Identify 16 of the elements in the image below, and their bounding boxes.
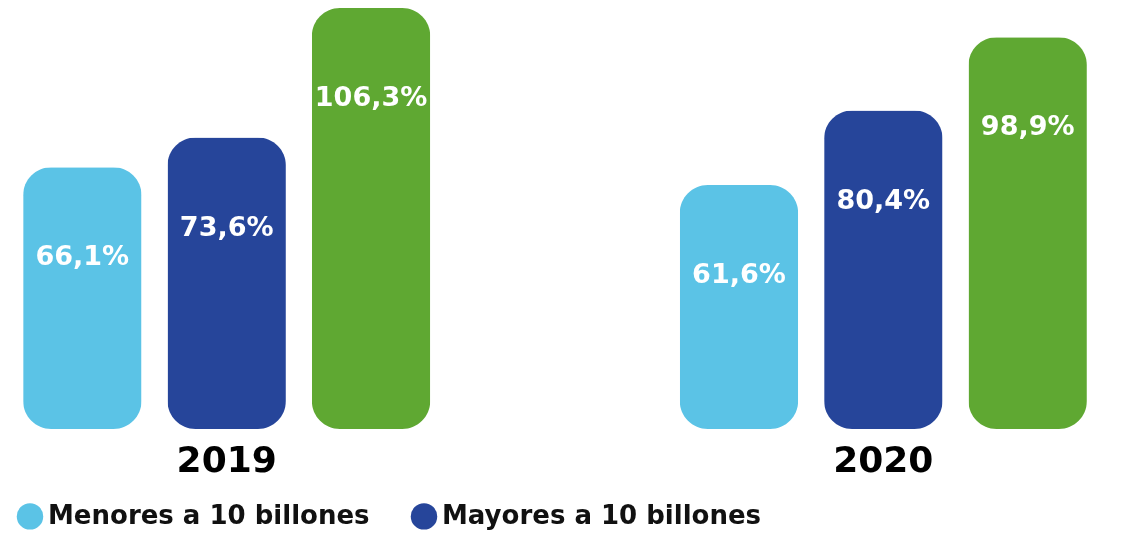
data-label: 73,6% xyxy=(179,210,274,242)
bar xyxy=(824,110,943,429)
bar xyxy=(167,137,286,429)
bar xyxy=(968,37,1087,429)
x-tick-label: 2019 xyxy=(176,438,277,480)
data-label: 98,9% xyxy=(980,110,1075,142)
data-label: 66,1% xyxy=(35,240,130,272)
legend-label: Mayores a 10 billones xyxy=(442,500,762,531)
data-label: 106,3% xyxy=(314,81,428,112)
bar xyxy=(311,8,431,429)
legend-label: Menores a 10 billones xyxy=(48,500,370,531)
data-label: 80,4% xyxy=(836,183,931,215)
bar xyxy=(23,167,142,429)
x-tick-label: 2020 xyxy=(833,438,934,480)
data-label: 61,6% xyxy=(692,258,786,290)
bar xyxy=(679,185,799,429)
